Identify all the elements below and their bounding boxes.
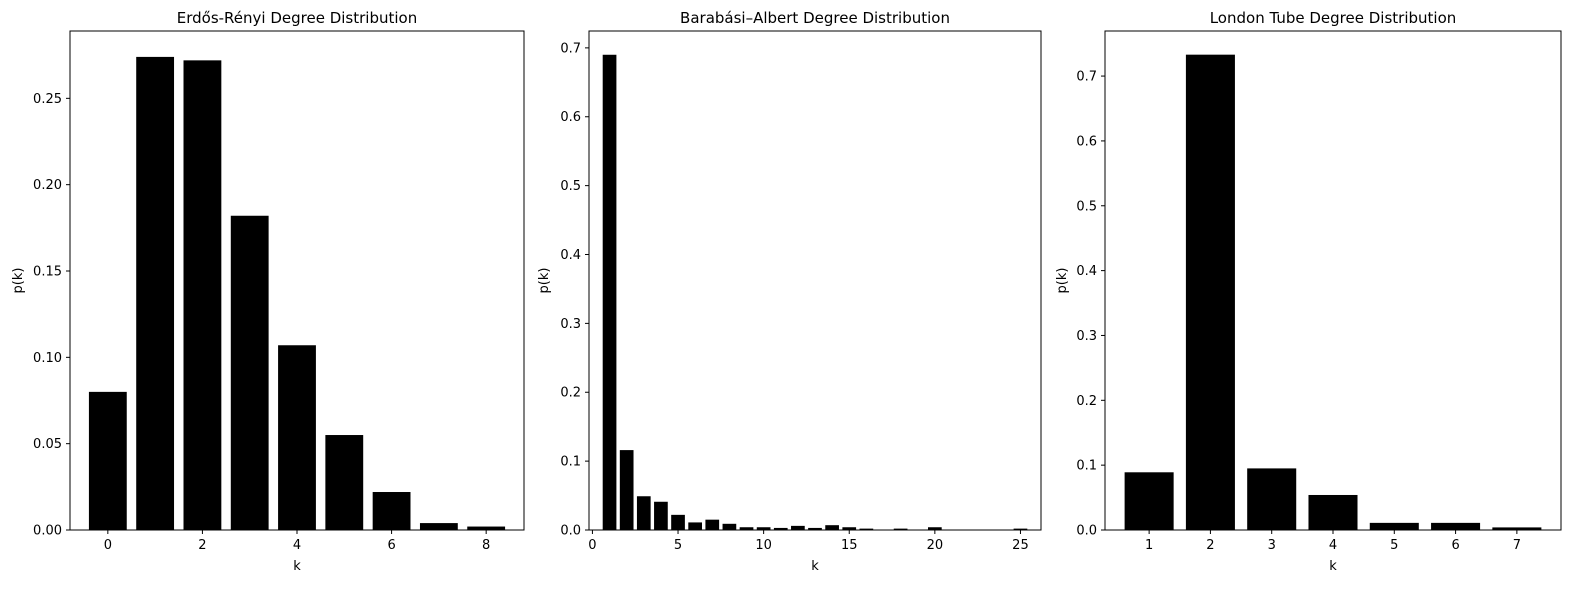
bar-k-7 xyxy=(1492,527,1542,530)
x-tick-label: 25 xyxy=(1012,538,1029,553)
bar-k-5 xyxy=(325,435,364,530)
y-tick-label: 0.5 xyxy=(1076,199,1097,214)
y-tick-label: 0.1 xyxy=(1076,459,1097,474)
bar-k-25 xyxy=(1013,528,1028,530)
y-tick-label: 0.7 xyxy=(560,41,581,56)
bar-k-1 xyxy=(1124,472,1174,530)
bar-k-20 xyxy=(928,527,942,530)
bar-k-14 xyxy=(825,525,839,530)
y-tick-label: 0.00 xyxy=(33,524,62,539)
bar-k-6 xyxy=(688,522,702,530)
x-tick-label: 5 xyxy=(1390,538,1398,553)
y-tick-label: 0.4 xyxy=(560,248,581,263)
chart-title: Barabási–Albert Degree Distribution xyxy=(680,9,950,27)
chart-title: Erdős-Rényi Degree Distribution xyxy=(177,9,417,27)
bar-k-13 xyxy=(808,527,822,530)
bar-k-5 xyxy=(671,514,685,530)
x-tick-label: 15 xyxy=(841,538,858,553)
bar-k-12 xyxy=(791,525,805,530)
y-tick-label: 0.6 xyxy=(1076,134,1097,149)
y-tick-label: 0.7 xyxy=(1076,70,1097,85)
bar-k-4 xyxy=(1308,494,1358,530)
bar-k-2 xyxy=(1185,54,1235,531)
bar-k-6 xyxy=(372,492,411,530)
y-tick-label: 0.2 xyxy=(1076,394,1097,409)
x-tick-label: 2 xyxy=(198,538,206,553)
bar-k-0 xyxy=(88,391,127,530)
y-tick-label: 0.15 xyxy=(33,265,62,280)
x-tick-label: 20 xyxy=(927,538,944,553)
x-tick-label: 4 xyxy=(1329,538,1337,553)
y-axis-label: p(k) xyxy=(1055,268,1070,294)
y-tick-label: 0.10 xyxy=(33,351,62,366)
bar-k-6 xyxy=(1431,522,1481,530)
bar-k-4 xyxy=(278,345,316,530)
x-tick-label: 0 xyxy=(104,538,112,553)
x-tick-label: 4 xyxy=(293,538,301,553)
x-axis-label: k xyxy=(811,559,819,574)
bar-k-3 xyxy=(636,496,651,530)
bar-k-4 xyxy=(654,501,668,530)
bar-k-15 xyxy=(842,527,857,530)
x-tick-label: 6 xyxy=(387,538,395,553)
x-tick-label: 7 xyxy=(1513,538,1521,553)
bar-k-3 xyxy=(1247,468,1297,530)
chart-panel-barabasi-albert: Barabási–Albert Degree Distribution 0 5 10… xyxy=(537,9,1042,574)
bar-k-7 xyxy=(705,519,720,530)
x-tick-label: 3 xyxy=(1268,538,1276,553)
y-tick-label: 0.25 xyxy=(33,92,62,107)
chart-panel-erdos-renyi: Erdős-Rényi Degree Distribution 0 2 4 6 8 0.0… xyxy=(11,9,525,574)
x-tick-label: 2 xyxy=(1206,538,1214,553)
bar-k-8 xyxy=(467,526,506,530)
y-tick-label: 0.0 xyxy=(1076,524,1097,539)
plot-frame xyxy=(1104,30,1562,531)
bar-k-9 xyxy=(739,527,754,530)
y-axis-label: p(k) xyxy=(537,268,552,294)
x-axis-label: k xyxy=(293,559,301,574)
y-tick-label: 0.6 xyxy=(560,110,581,125)
chart-panel-london-tube: London Tube Degree Distribution 1 2 3 4 5 6 7 0… xyxy=(1055,9,1562,574)
y-tick-label: 0.2 xyxy=(560,386,581,401)
bar-k-1 xyxy=(602,54,617,530)
y-tick-label: 0.0 xyxy=(560,524,581,539)
bar-k-2 xyxy=(619,450,634,530)
y-tick-label: 0.3 xyxy=(560,317,581,332)
plot-frame xyxy=(69,30,525,531)
y-tick-label: 0.05 xyxy=(33,437,62,452)
y-axis-label: p(k) xyxy=(11,268,26,294)
plot-frame xyxy=(588,30,1042,531)
x-tick-label: 10 xyxy=(755,538,772,553)
bar-k-16 xyxy=(859,528,874,530)
x-tick-label: 1 xyxy=(1145,538,1153,553)
bar-k-8 xyxy=(722,523,737,530)
y-tick-label: 0.4 xyxy=(1076,264,1097,279)
y-tick-label: 0.1 xyxy=(560,455,581,470)
bar-k-3 xyxy=(230,215,269,530)
x-tick-label: 0 xyxy=(588,538,596,553)
bar-k-5 xyxy=(1369,522,1419,530)
bar-k-18 xyxy=(893,528,908,530)
bar-k-1 xyxy=(136,56,175,531)
x-axis-label: k xyxy=(1329,559,1337,574)
bar-k-11 xyxy=(773,527,788,530)
bar-k-7 xyxy=(419,523,458,530)
bar-k-2 xyxy=(183,60,222,530)
y-tick-label: 0.5 xyxy=(560,179,581,194)
x-tick-label: 6 xyxy=(1451,538,1459,553)
x-tick-label: 5 xyxy=(674,538,682,553)
y-tick-label: 0.3 xyxy=(1076,329,1097,344)
chart-title: London Tube Degree Distribution xyxy=(1210,9,1457,27)
y-tick-label: 0.20 xyxy=(33,178,62,193)
x-tick-label: 8 xyxy=(482,538,490,553)
bar-k-10 xyxy=(756,527,771,530)
